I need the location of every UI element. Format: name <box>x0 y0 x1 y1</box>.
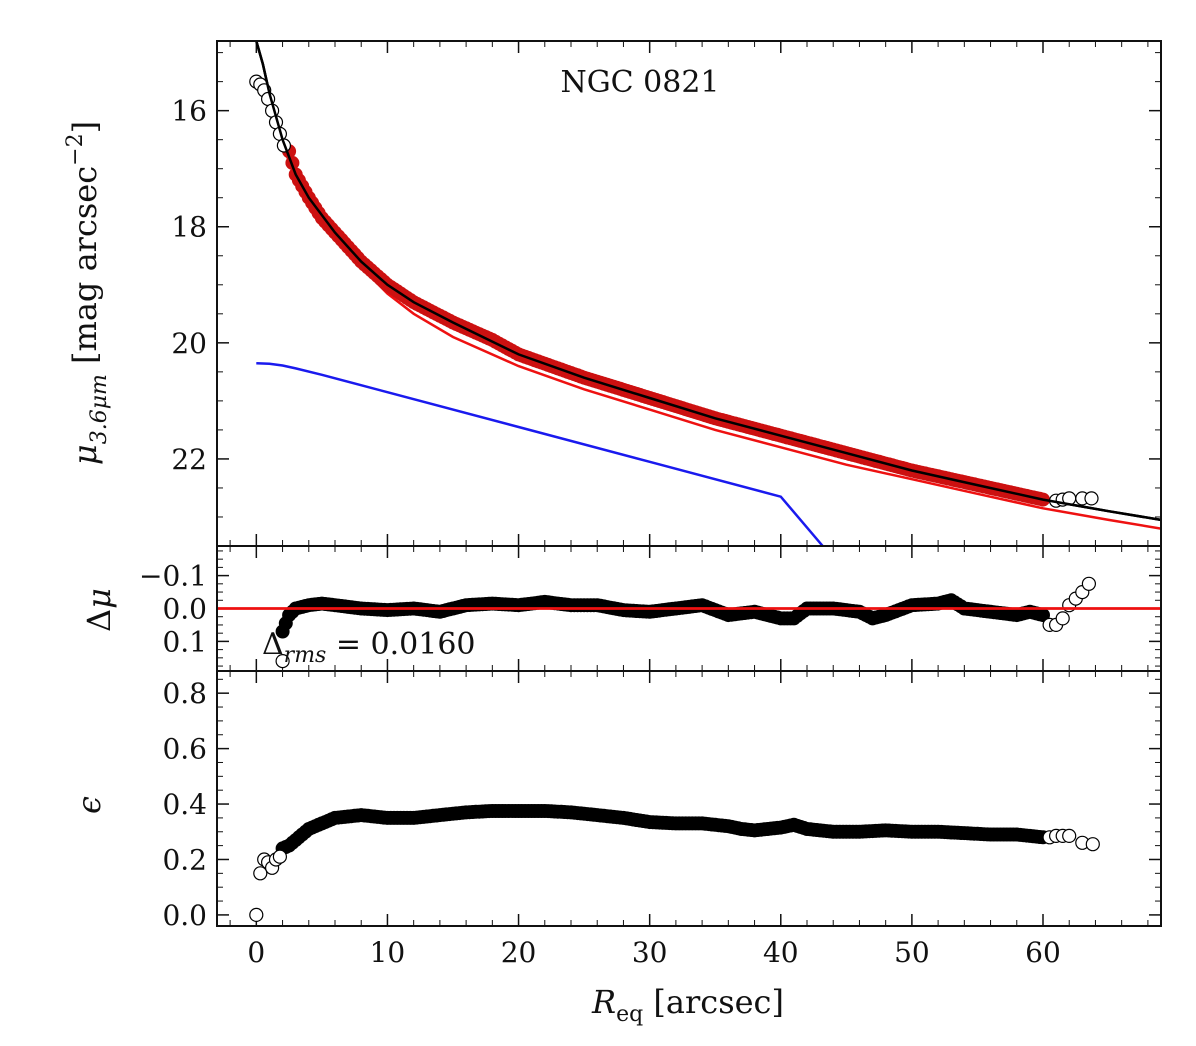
residuals-residuals-excluded-point <box>275 653 290 669</box>
y-tick-label: 0.0 <box>162 899 207 932</box>
y-tick-label: −0.1 <box>139 560 207 593</box>
ellipticity-ellipticity-excluded-point <box>253 866 268 881</box>
residuals-panel: −0.10.00.1 Δμ Δrms = 0.0160 <box>80 545 1162 672</box>
ellipticity-ellipticity-excluded-point <box>1062 828 1077 844</box>
x-axis-label: Req [arcsec] <box>591 983 784 1027</box>
residuals-series <box>217 576 1161 669</box>
y-tick-label: 0.4 <box>162 788 207 821</box>
x-tick-label: 20 <box>501 936 537 969</box>
ellipticity-series <box>249 804 1100 923</box>
x-tick-label: 0 <box>247 936 265 969</box>
surface-brightness-ylabel: μ3.6μm [mag arcsec−2] <box>63 121 112 465</box>
x-tick-label: 40 <box>763 936 799 969</box>
y-tick-label: 0.6 <box>162 733 207 766</box>
ellipticity-frame <box>216 670 1162 927</box>
residuals-residuals-excluded-point <box>1081 576 1097 591</box>
surface-brightness-excluded-data-point <box>1084 491 1099 506</box>
residuals-ylabel: Δμ <box>80 588 118 632</box>
residuals-residuals-excluded-point <box>1055 611 1070 626</box>
y-tick-label: 22 <box>171 443 207 476</box>
surface-brightness-total-model-overlay <box>255 41 1161 522</box>
y-tick-label: 0.8 <box>162 677 207 710</box>
ellipticity-ellipticity-excluded-point <box>249 907 264 923</box>
ellipticity-ellipticity-excluded-point <box>1085 837 1100 852</box>
y-tick-label: 18 <box>171 211 207 244</box>
ellipticity-panel: 0 10 20 30 40 50 60 0.0 0.2 0.4 0.6 0.8 ϵ Req [arcs… <box>70 670 1162 1027</box>
x-tick-label: 50 <box>894 936 930 969</box>
ellipticity-ellipticity-excluded-point <box>272 849 287 864</box>
surface-brightness-disk-component-line <box>256 361 824 546</box>
x-tick-label: 60 <box>1025 936 1061 969</box>
y-tick-label: 20 <box>171 327 207 360</box>
x-tick-label: 30 <box>632 936 668 969</box>
y-tick-label: 16 <box>171 95 207 128</box>
surface-brightness-panel: 16 18 20 22 NGC 0821 μ3.6μm [mag arcsec−2] <box>63 40 1162 547</box>
y-tick-label: 0.1 <box>162 625 207 658</box>
chart-title: NGC 0821 <box>560 65 719 100</box>
ellipticity-ylabel: ϵ <box>70 796 108 814</box>
x-tick-label: 10 <box>370 936 406 969</box>
residuals-ticks: −0.10.00.1 <box>139 546 1161 671</box>
surface-brightness-series <box>249 41 1161 546</box>
rms-annotation: Δrms = 0.0160 <box>262 627 476 668</box>
y-tick-label: 0.2 <box>162 843 207 876</box>
y-tick-label: 0.0 <box>162 593 207 626</box>
